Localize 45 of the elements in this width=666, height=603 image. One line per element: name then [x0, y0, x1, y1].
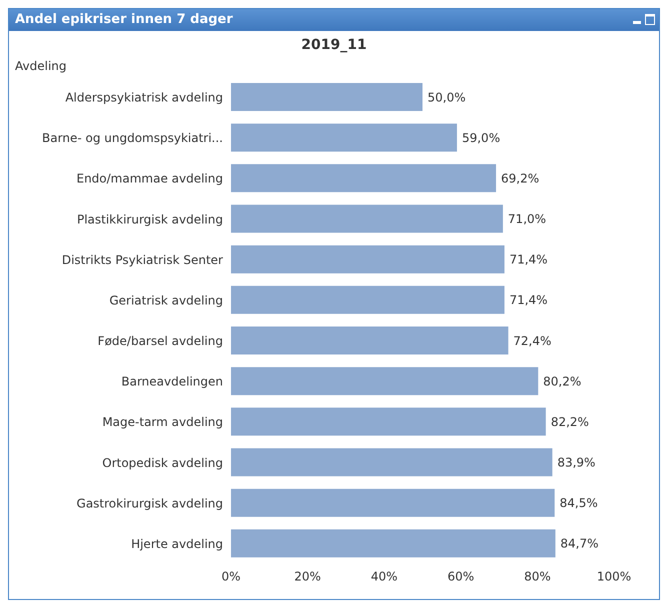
- data-label: 84,7%: [560, 536, 599, 551]
- data-label: 69,2%: [501, 171, 540, 186]
- y-tick-label: Barne- og ungdomspsykiatri...: [42, 131, 223, 146]
- x-tick-label: 80%: [524, 570, 551, 584]
- data-label: 82,2%: [550, 414, 589, 429]
- bar: [231, 286, 504, 314]
- chart-subtitle: 2019_11: [300, 37, 368, 53]
- y-tick-label: Gastrokirurgisk avdeling: [76, 496, 223, 510]
- data-label: 50,0%: [428, 90, 466, 104]
- data-label: 83,9%: [557, 456, 596, 470]
- bar: [231, 204, 503, 233]
- x-tick-label: 0%: [221, 570, 241, 584]
- y-tick-label: Føde/barsel avdeling: [98, 334, 223, 348]
- data-label: 71,4%: [509, 252, 548, 267]
- bar: [231, 245, 504, 274]
- bar: [231, 488, 555, 517]
- bar: [231, 367, 538, 396]
- data-label: 71,4%: [509, 293, 548, 308]
- y-axis-title: Avdeling: [15, 59, 68, 73]
- y-tick-label: Mage-tarm avdeling: [102, 415, 223, 430]
- bar: [231, 326, 508, 354]
- bar: [231, 408, 546, 436]
- y-tick-label: Ortopedisk avdeling: [102, 456, 223, 470]
- data-label: 84,5%: [560, 496, 598, 510]
- bar: [231, 164, 496, 192]
- data-label: 72,4%: [513, 334, 552, 348]
- y-tick-label: Distrikts Psykiatrisk Senter: [62, 252, 224, 267]
- data-label: 71,0%: [508, 212, 546, 226]
- y-tick-label: Alderspsykiatrisk avdeling: [65, 90, 223, 105]
- x-tick-label: 100%: [596, 570, 632, 584]
- y-tick-label: Hjerte avdeling: [131, 536, 223, 551]
- x-tick-label: 40%: [370, 570, 398, 584]
- bar: [231, 448, 552, 476]
- x-tick-label: 60%: [447, 570, 474, 584]
- bar: [231, 83, 422, 111]
- bar: [231, 124, 457, 152]
- y-tick-label: Plastikkirurgisk avdeling: [76, 212, 223, 226]
- y-tick-label: Geriatrisk avdeling: [109, 293, 223, 308]
- x-tick-label: 20%: [294, 570, 321, 584]
- data-label: 80,2%: [543, 374, 582, 388]
- data-label: 59,0%: [462, 130, 500, 145]
- text: Andel epikriser innen 7 dager: [9, 9, 659, 31]
- y-tick-label: Barneavdelingen: [121, 374, 223, 389]
- y-tick-label: Endo/mammae avdeling: [76, 172, 223, 186]
- bar: [231, 529, 556, 558]
